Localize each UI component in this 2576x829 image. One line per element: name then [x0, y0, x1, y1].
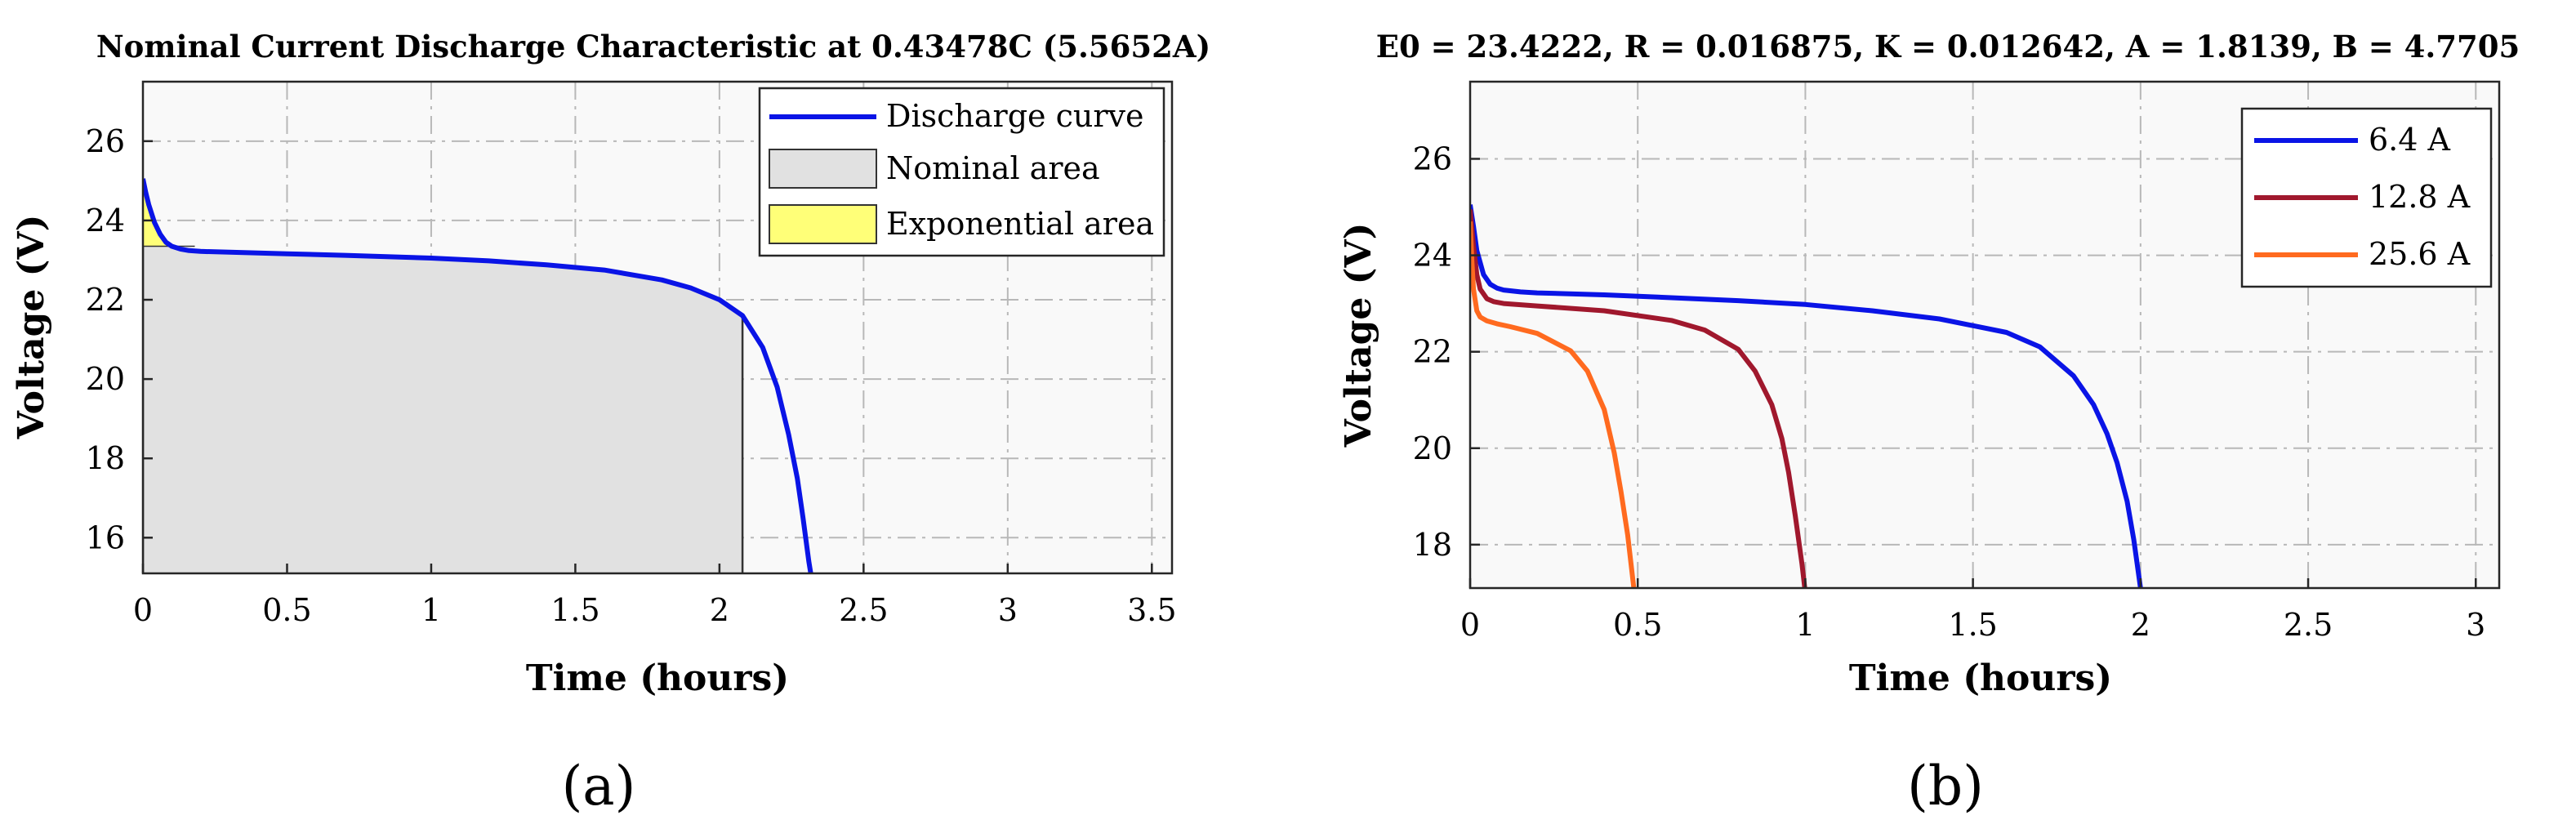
chart-b-xtick-label-0: 0 [1460, 607, 1480, 643]
chart-b-xtick-label-2-5: 2.5 [2284, 607, 2333, 643]
chart-b: 0 0.5 1 1.5 2 2.5 3 18 20 22 24 26 E0 = 23.4222, R … [1338, 29, 2520, 818]
chart-a-frame [141, 80, 1174, 575]
chart-a-xtick-label-0: 0 [133, 592, 153, 628]
chart-a-xtick-label-3-5: 3.5 [1127, 592, 1176, 628]
chart-a-xtick-label-0-5: 0.5 [262, 592, 311, 628]
chart-a-xtick-label-3: 3 [998, 592, 1018, 628]
legend-12-8a-label: 12.8 A [2369, 179, 2471, 215]
legend-6-4a-label: 6.4 A [2369, 122, 2451, 158]
series-12-8a-line [1470, 209, 1807, 588]
discharge-curve-line [143, 178, 813, 573]
chart-a-xtick-label-1-5: 1.5 [550, 592, 599, 628]
series-25-6a-line [1470, 221, 1637, 588]
chart-b-title: E0 = 23.4222, R = 0.016875, K = 0.012642… [1376, 29, 2520, 65]
series-6-4a-line [1470, 204, 2143, 588]
legend-exponential-area-label: Exponential area [886, 206, 1154, 242]
chart-b-ytick-label-20: 20 [1413, 430, 1452, 466]
chart-b-xtick-label-1-5: 1.5 [1948, 607, 1997, 643]
chart-b-ytick-label-22: 22 [1413, 334, 1452, 370]
chart-a-ticks: 0 0.5 1 1.5 2 2.5 3 3.5 16 18 20 22 24 26 [86, 123, 1177, 628]
chart-a-legend: Discharge curve Nominal area Exponential… [758, 87, 1165, 257]
chart-b-xtick-label-1: 1 [1795, 607, 1815, 643]
chart-b-frame [1468, 80, 2501, 590]
chart-b-xtick-label-3: 3 [2466, 607, 2485, 643]
chart-a-ytick-label-20: 20 [86, 361, 125, 397]
chart-a-xtick-label-1: 1 [421, 592, 441, 628]
legend-nominal-area-swatch [769, 149, 877, 189]
chart-a-xlabel: Time (hours) [526, 657, 789, 699]
chart-b-legend: 6.4 A 12.8 A 25.6 A [2240, 107, 2493, 288]
chart-b-ytick-label-24: 24 [1413, 238, 1452, 274]
chart-a-ytick-label-22: 22 [86, 282, 125, 318]
legend-discharge-curve-label: Discharge curve [886, 98, 1143, 134]
chart-a-ytick-label-26: 26 [86, 123, 125, 159]
chart-b-xtick-label-2: 2 [2131, 607, 2150, 643]
chart-b-ytick-label-26: 26 [1413, 140, 1452, 176]
chart-a-xtick-label-2-5: 2.5 [839, 592, 888, 628]
chart-b-panel-label: (b) [1907, 755, 1984, 818]
chart-b-xlabel: Time (hours) [1849, 657, 2112, 699]
legend-nominal-area-label: Nominal area [886, 150, 1100, 186]
chart-b-ylabel: Voltage (V) [1338, 223, 1379, 448]
chart-a-ylabel: Voltage (V) [11, 215, 52, 440]
legend-exponential-area-swatch [769, 204, 877, 244]
chart-a-panel-label: (a) [562, 755, 636, 818]
legend-25-6a-label: 25.6 A [2369, 236, 2471, 272]
chart-b-xtick-label-0-5: 0.5 [1613, 607, 1662, 643]
chart-b-ticks: 0 0.5 1 1.5 2 2.5 3 18 20 22 24 26 [1413, 140, 2486, 643]
chart-a-xtick-label-2: 2 [710, 592, 729, 628]
chart-b-ytick-label-18: 18 [1413, 527, 1452, 563]
chart-a-ytick-label-16: 16 [86, 519, 125, 555]
chart-a-title: Nominal Current Discharge Characteristic… [96, 29, 1210, 65]
chart-a-ytick-label-18: 18 [86, 440, 125, 476]
chart-b-grid [1469, 82, 2499, 588]
chart-a-ytick-label-24: 24 [86, 203, 125, 238]
chart-a: 0 0.5 1 1.5 2 2.5 3 3.5 16 18 20 22 24 26 Nominal Cur… [11, 29, 1210, 818]
